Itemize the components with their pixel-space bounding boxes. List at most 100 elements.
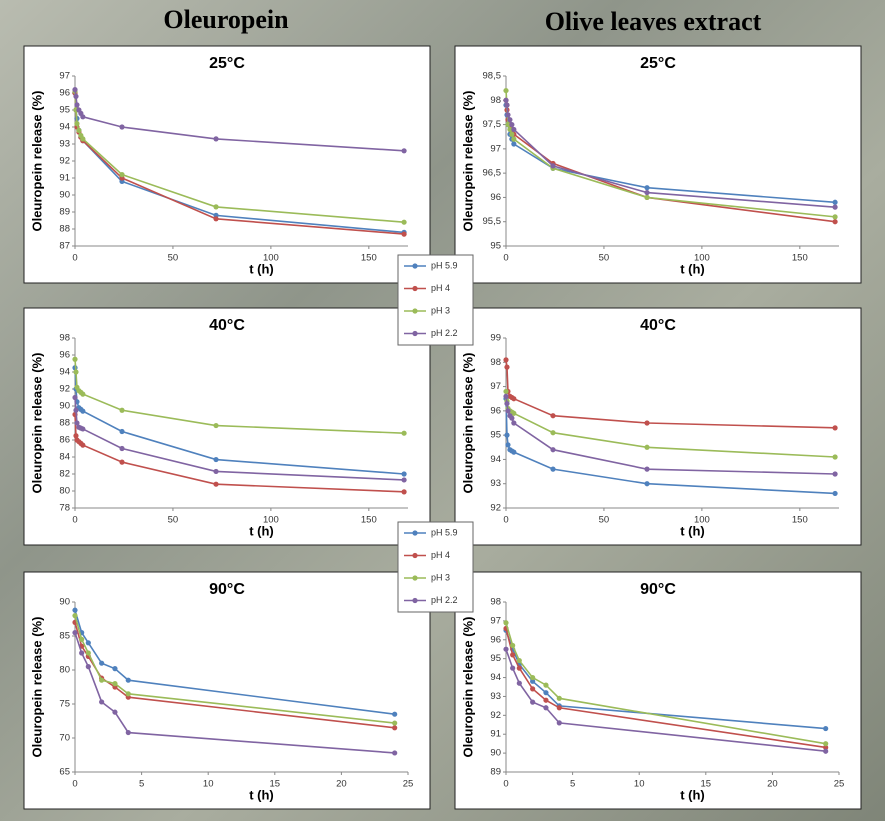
y-tick-label: 90 xyxy=(59,597,70,608)
y-tick-label: 97 xyxy=(490,143,501,154)
data-point xyxy=(74,121,80,127)
y-tick-label: 92 xyxy=(490,503,501,514)
legend-swatch xyxy=(412,575,418,581)
data-point xyxy=(832,219,838,225)
data-point xyxy=(125,729,131,736)
y-tick-label: 94 xyxy=(59,367,70,378)
data-point xyxy=(80,408,86,414)
data-point xyxy=(509,131,515,137)
data-point xyxy=(80,442,86,448)
chart-panel xyxy=(23,45,431,284)
x-tick-label: 100 xyxy=(263,253,279,264)
data-point xyxy=(556,720,562,726)
y-tick-label: 80 xyxy=(59,486,70,497)
chart-title: 40°C xyxy=(209,317,245,334)
chart-title: 90°C xyxy=(640,581,676,598)
y-axis-label: Oleuropein release (%) xyxy=(460,91,475,232)
data-point xyxy=(74,420,80,426)
data-point xyxy=(507,126,513,133)
x-tick-label: 25 xyxy=(403,779,414,790)
data-point xyxy=(99,660,105,666)
y-tick-label: 98,5 xyxy=(483,71,502,82)
data-point xyxy=(511,449,517,455)
data-point xyxy=(213,204,219,210)
chart-panel xyxy=(454,571,862,810)
data-point xyxy=(644,185,650,191)
data-point xyxy=(80,426,86,432)
data-point xyxy=(505,121,511,128)
y-tick-label: 75 xyxy=(59,699,70,710)
x-tick-label: 20 xyxy=(767,779,778,790)
data-point xyxy=(99,699,105,705)
data-point xyxy=(509,121,515,128)
data-point xyxy=(79,636,85,643)
data-point xyxy=(119,124,125,130)
data-point xyxy=(392,725,398,731)
x-axis-label: t (h) xyxy=(680,523,705,538)
data-point xyxy=(79,650,85,656)
legend-swatch xyxy=(412,552,418,559)
x-axis-label: t (h) xyxy=(249,787,274,802)
x-tick-label: 0 xyxy=(503,253,508,264)
data-point xyxy=(213,481,219,487)
legend-label: pH 4 xyxy=(431,283,450,293)
chart-title: 25°C xyxy=(209,55,245,72)
data-point xyxy=(504,364,510,370)
data-point xyxy=(504,400,510,407)
data-point xyxy=(119,407,125,413)
data-point xyxy=(505,112,511,118)
data-point xyxy=(823,725,829,732)
data-point xyxy=(550,466,556,472)
data-point xyxy=(530,686,536,692)
legend-label: pH 3 xyxy=(431,305,450,315)
y-tick-label: 89 xyxy=(490,767,501,778)
y-axis-label: Oleuropein release (%) xyxy=(29,617,44,758)
y-tick-label: 95 xyxy=(59,105,70,116)
legend-label: pH 4 xyxy=(431,550,450,560)
y-tick-label: 95 xyxy=(490,241,501,252)
data-point xyxy=(76,127,82,133)
data-point xyxy=(832,425,838,431)
data-point xyxy=(401,148,407,154)
data-point xyxy=(80,136,86,142)
legend-label: pH 5.9 xyxy=(431,527,458,537)
legend-box xyxy=(397,254,474,346)
legend-swatch xyxy=(412,530,418,536)
y-tick-label: 93 xyxy=(59,139,70,150)
data-point xyxy=(503,97,509,103)
data-point xyxy=(543,705,549,711)
x-tick-label: 25 xyxy=(834,779,845,790)
data-point xyxy=(213,216,219,222)
data-point xyxy=(556,695,562,701)
data-point xyxy=(507,117,513,123)
y-tick-label: 96 xyxy=(490,405,501,416)
data-point xyxy=(80,391,86,397)
x-tick-label: 0 xyxy=(503,515,508,526)
data-point xyxy=(832,490,838,497)
y-tick-label: 94 xyxy=(490,672,501,683)
y-tick-label: 92 xyxy=(490,710,501,721)
y-tick-label: 90 xyxy=(59,190,70,201)
y-axis-label: Oleuropein release (%) xyxy=(29,353,44,494)
data-point xyxy=(504,102,510,108)
x-tick-label: 0 xyxy=(72,253,77,264)
y-tick-label: 89 xyxy=(59,207,70,218)
y-tick-label: 95,5 xyxy=(483,216,502,227)
data-point xyxy=(511,136,517,142)
y-tick-label: 70 xyxy=(59,733,70,744)
x-tick-label: 10 xyxy=(203,779,214,790)
data-point xyxy=(510,665,516,671)
data-point xyxy=(511,396,517,402)
x-tick-label: 20 xyxy=(336,779,347,790)
y-tick-label: 96,5 xyxy=(483,168,502,179)
data-point xyxy=(644,444,650,450)
legend-label: pH 2.2 xyxy=(431,595,458,605)
data-point xyxy=(73,369,79,375)
data-point xyxy=(511,126,517,133)
data-point xyxy=(550,447,556,453)
legend-swatch xyxy=(412,308,418,314)
data-point xyxy=(516,657,522,664)
x-tick-label: 150 xyxy=(361,253,377,264)
y-tick-label: 90 xyxy=(490,748,501,759)
data-point xyxy=(823,748,829,754)
